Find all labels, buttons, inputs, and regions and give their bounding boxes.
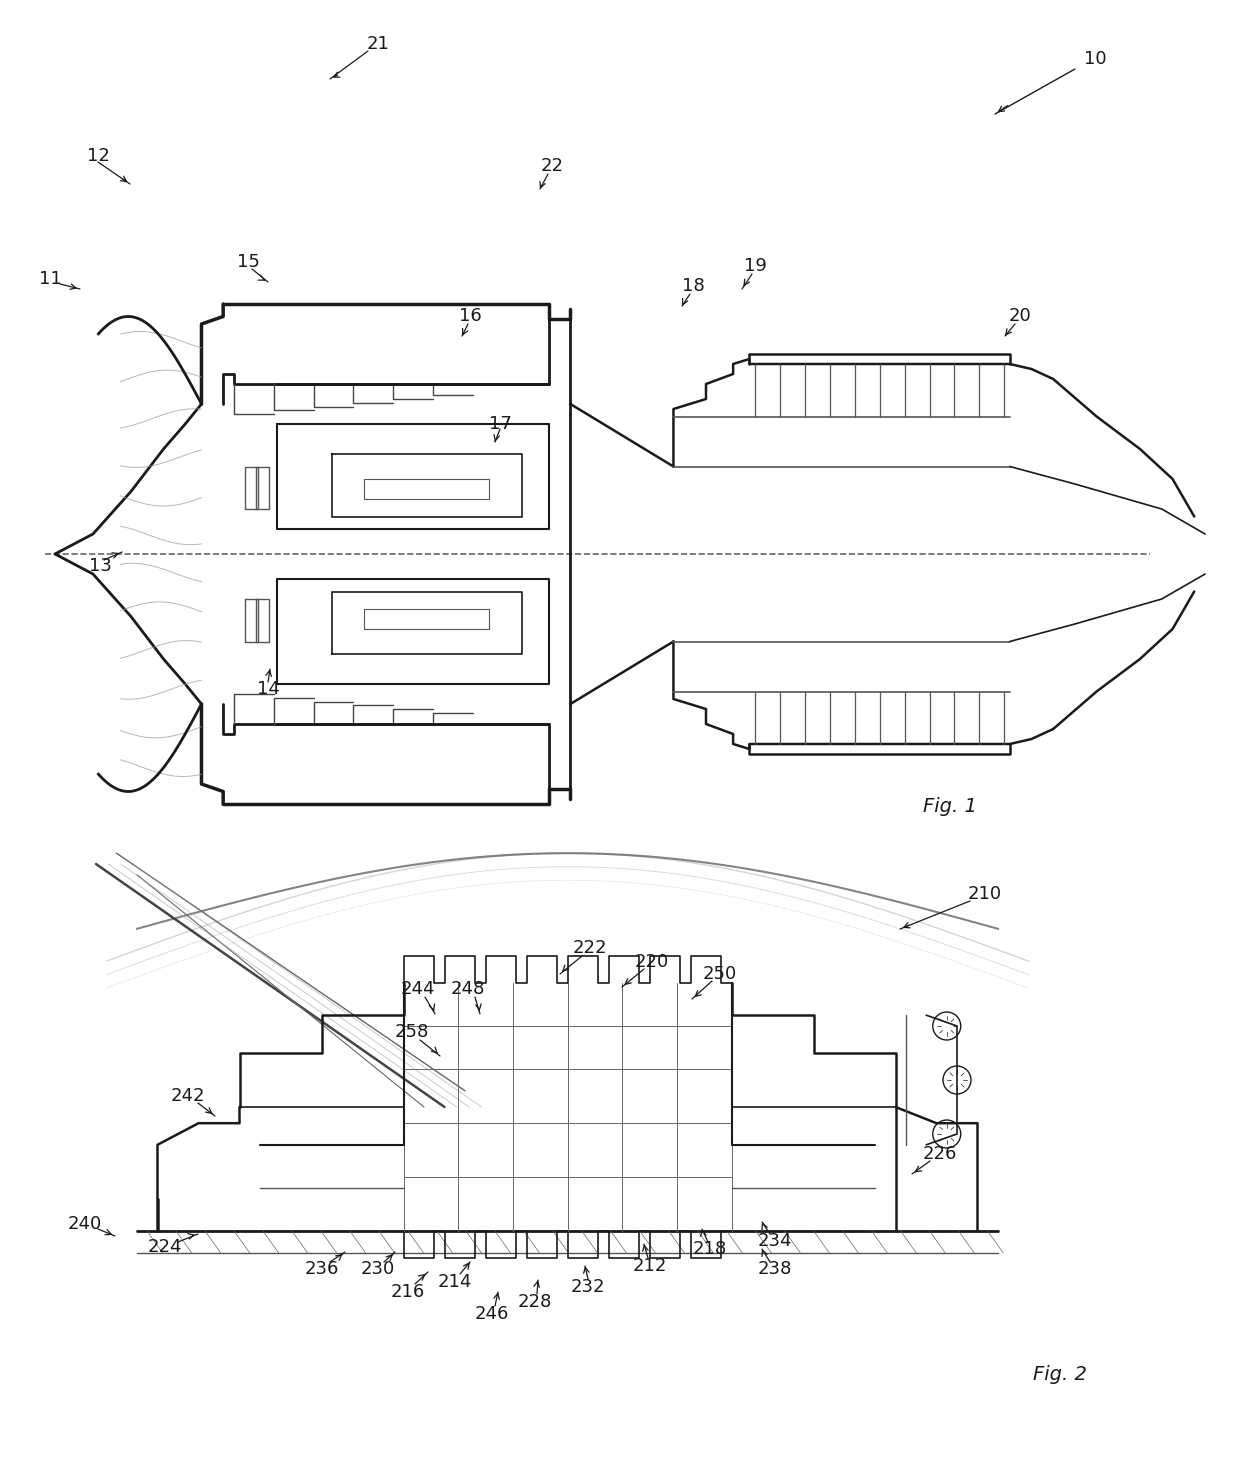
Text: 244: 244 — [401, 979, 435, 999]
Text: 228: 228 — [518, 1293, 552, 1310]
Text: 20: 20 — [1008, 307, 1032, 325]
Text: 234: 234 — [758, 1232, 792, 1250]
Text: 238: 238 — [758, 1260, 792, 1278]
Text: 21: 21 — [367, 36, 389, 53]
Text: 11: 11 — [38, 270, 61, 288]
Text: Fig. 2: Fig. 2 — [1033, 1364, 1087, 1383]
Text: 13: 13 — [88, 556, 112, 574]
Text: 224: 224 — [148, 1238, 182, 1255]
Text: 12: 12 — [87, 147, 109, 165]
Text: 230: 230 — [361, 1260, 396, 1278]
Text: 212: 212 — [632, 1257, 667, 1275]
Text: 214: 214 — [438, 1273, 472, 1291]
Text: 15: 15 — [237, 252, 259, 272]
Text: Fig. 1: Fig. 1 — [923, 797, 977, 816]
Text: 222: 222 — [573, 939, 608, 957]
Text: 232: 232 — [570, 1278, 605, 1296]
Text: 240: 240 — [68, 1215, 102, 1233]
Text: 248: 248 — [451, 979, 485, 999]
Text: 246: 246 — [475, 1304, 510, 1324]
Text: 17: 17 — [489, 416, 511, 433]
Text: 220: 220 — [635, 953, 670, 971]
Text: 216: 216 — [391, 1284, 425, 1301]
Text: 22: 22 — [541, 157, 563, 175]
Text: 18: 18 — [682, 278, 704, 295]
Text: 10: 10 — [1084, 50, 1106, 68]
Text: 16: 16 — [459, 307, 481, 325]
Text: 14: 14 — [257, 680, 279, 697]
Text: 242: 242 — [171, 1086, 206, 1106]
Text: 19: 19 — [744, 257, 766, 275]
Text: 236: 236 — [305, 1260, 340, 1278]
Text: 226: 226 — [923, 1146, 957, 1163]
Text: 218: 218 — [693, 1241, 727, 1258]
Text: 210: 210 — [968, 884, 1002, 902]
Text: 258: 258 — [394, 1022, 429, 1040]
Text: 250: 250 — [703, 965, 737, 982]
